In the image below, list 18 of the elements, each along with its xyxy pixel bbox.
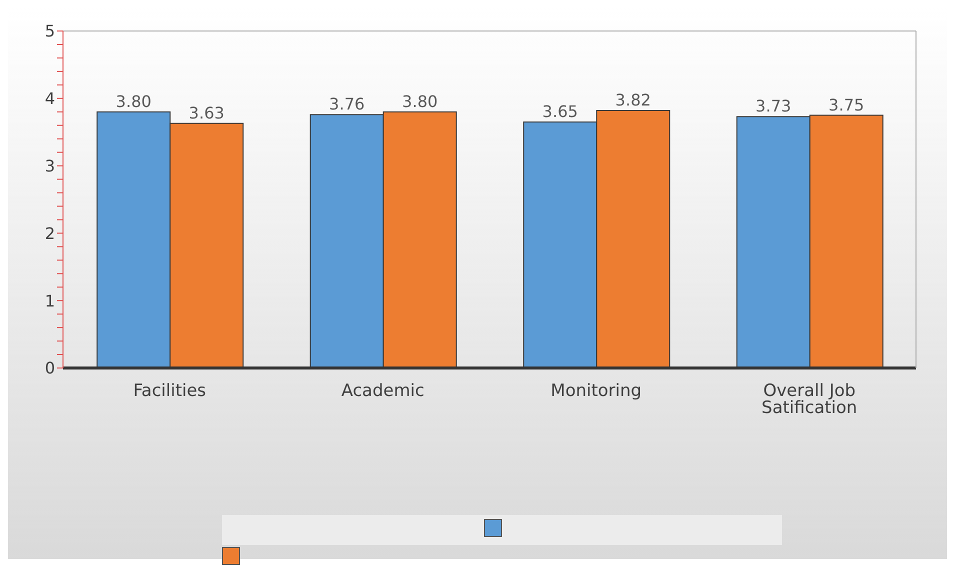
y-tick-label: 0 [44,358,55,378]
data-label: 3.82 [615,90,651,110]
data-label: 3.63 [188,103,224,122]
x-tick-label: Facilities [133,381,206,402]
data-label: 3.80 [402,92,438,111]
x-tick-label: Academic [341,381,424,402]
data-label: 3.75 [828,95,864,114]
data-label: 3.76 [329,94,365,114]
data-label: 3.80 [116,92,152,111]
y-tick-label: 3 [44,156,55,176]
y-tick-label: 2 [44,224,55,243]
y-tick-label: 4 [44,89,55,108]
data-label: 3.73 [756,96,792,116]
y-tick-label: 1 [44,291,55,310]
x-tick-label: Monitoring [550,381,642,402]
x-tick-label: Overall Job Satification [762,381,858,418]
data-label: 3.65 [542,102,578,121]
y-tick-label: 5 [44,22,55,41]
